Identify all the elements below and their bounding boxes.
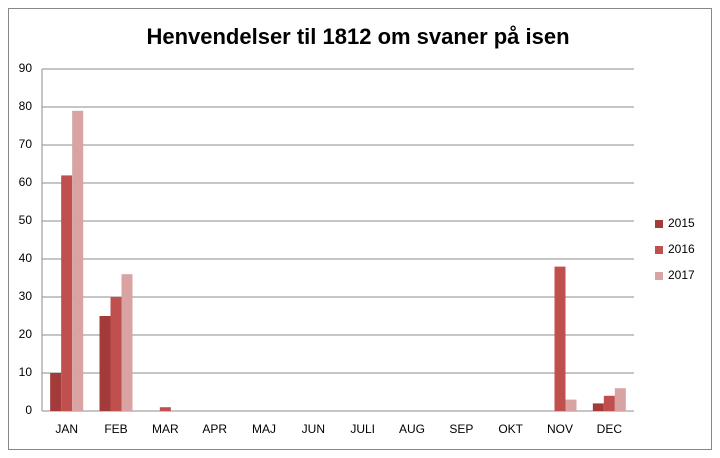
y-tick-label: 90 (19, 61, 33, 75)
bar (110, 297, 122, 411)
x-tick-label: MAR (152, 422, 179, 436)
x-tick-label: DEC (597, 422, 623, 436)
y-tick-label: 60 (19, 175, 33, 189)
bar (99, 316, 111, 411)
x-tick-label: JAN (55, 422, 78, 436)
bar (72, 110, 84, 412)
x-tick-label: JUN (302, 422, 325, 436)
y-tick-label: 70 (19, 137, 33, 151)
bar (159, 407, 171, 411)
y-tick-label: 0 (25, 403, 32, 417)
chart-title: Henvendelser til 1812 om svaner på isen (146, 24, 569, 49)
bar (554, 266, 566, 411)
x-tick-label: OKT (498, 422, 523, 436)
bar (61, 175, 73, 411)
y-tick-label: 10 (19, 365, 33, 379)
x-tick-label: FEB (104, 422, 127, 436)
legend-swatch (655, 246, 663, 254)
bar (592, 403, 604, 411)
x-tick-label: JULI (350, 422, 375, 436)
x-tick-label: APR (202, 422, 227, 436)
bar (565, 399, 577, 411)
legend-label: 2017 (668, 268, 695, 282)
x-tick-label: MAJ (252, 422, 276, 436)
legend-swatch (655, 272, 663, 280)
legend-swatch (655, 220, 663, 228)
legend-label: 2015 (668, 216, 695, 230)
y-tick-label: 40 (19, 251, 33, 265)
bar (121, 274, 133, 411)
y-tick-label: 30 (19, 289, 33, 303)
bar (614, 388, 626, 411)
legend-label: 2016 (668, 242, 695, 256)
y-tick-label: 80 (19, 99, 33, 113)
bar (603, 395, 615, 411)
x-tick-label: AUG (399, 422, 425, 436)
bar (50, 373, 62, 411)
x-tick-label: NOV (547, 422, 573, 436)
y-tick-label: 20 (19, 327, 33, 341)
x-tick-label: SEP (449, 422, 473, 436)
y-tick-label: 50 (19, 213, 33, 227)
